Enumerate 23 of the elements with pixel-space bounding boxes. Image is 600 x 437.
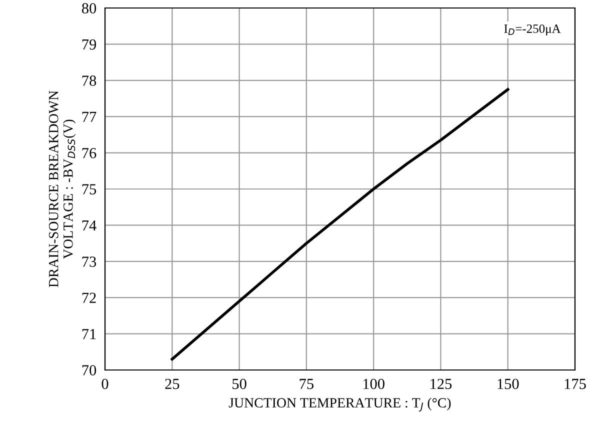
x-tick-label: 125 xyxy=(430,378,452,390)
y-axis-title: DRAIN-SOURCE BREAKDOWN VOLTAGE : -BV$_{DSS}$(V) xyxy=(48,90,76,288)
y-tick-label: 71 xyxy=(82,329,96,340)
x-tick-label: 75 xyxy=(300,378,314,390)
x-tick-label: 50 xyxy=(232,378,246,390)
y-tick-label: 75 xyxy=(82,184,96,194)
y-tick-label: 76 xyxy=(82,148,96,158)
line-series xyxy=(170,88,510,361)
y-tick-label: 77 xyxy=(82,112,96,122)
annotation: I$_{D}$=-250μA xyxy=(504,24,561,36)
y-tick-label: 73 xyxy=(82,256,96,267)
x-tick-label: 25 xyxy=(165,378,180,390)
x-tick-label: 175 xyxy=(564,378,586,390)
x-tick-label: 0 xyxy=(102,378,108,390)
x-tick-label: 150 xyxy=(498,378,519,390)
y-tick-label: 79 xyxy=(82,39,96,50)
x-tick-label: 100 xyxy=(363,378,384,390)
x-axis-title: JUNCTION TEMPERATURE : T$_{J}$ (°C) xyxy=(228,398,451,412)
y-tick-label: 80 xyxy=(82,3,96,14)
y-tick-label: 70 xyxy=(82,365,96,376)
y-tick-label: 78 xyxy=(82,76,96,86)
y-tick-label: 72 xyxy=(82,292,96,303)
y-tick-label: 74 xyxy=(82,220,96,230)
